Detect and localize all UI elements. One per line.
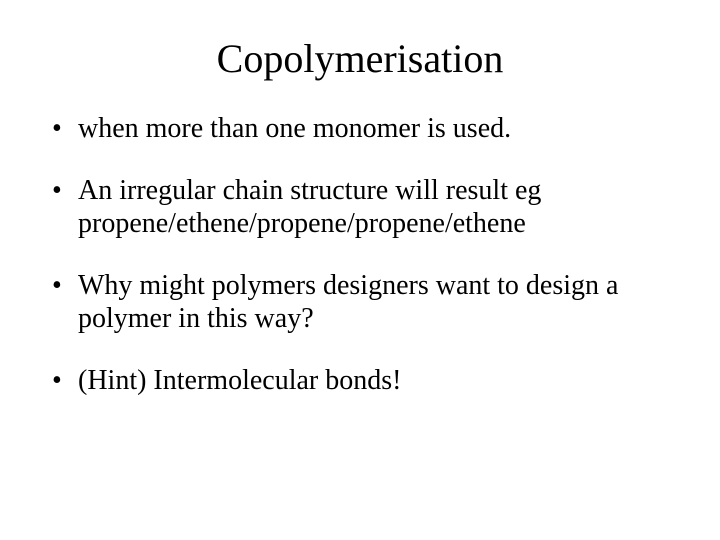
- bullet-item: An irregular chain structure will result…: [50, 174, 670, 241]
- bullet-item: (Hint) Intermolecular bonds!: [50, 364, 670, 398]
- bullet-item: Why might polymers designers want to des…: [50, 269, 670, 336]
- slide-title: Copolymerisation: [50, 30, 670, 82]
- bullet-list: when more than one monomer is used. An i…: [50, 112, 670, 398]
- bullet-item: when more than one monomer is used.: [50, 112, 670, 146]
- slide: Copolymerisation when more than one mono…: [0, 0, 720, 540]
